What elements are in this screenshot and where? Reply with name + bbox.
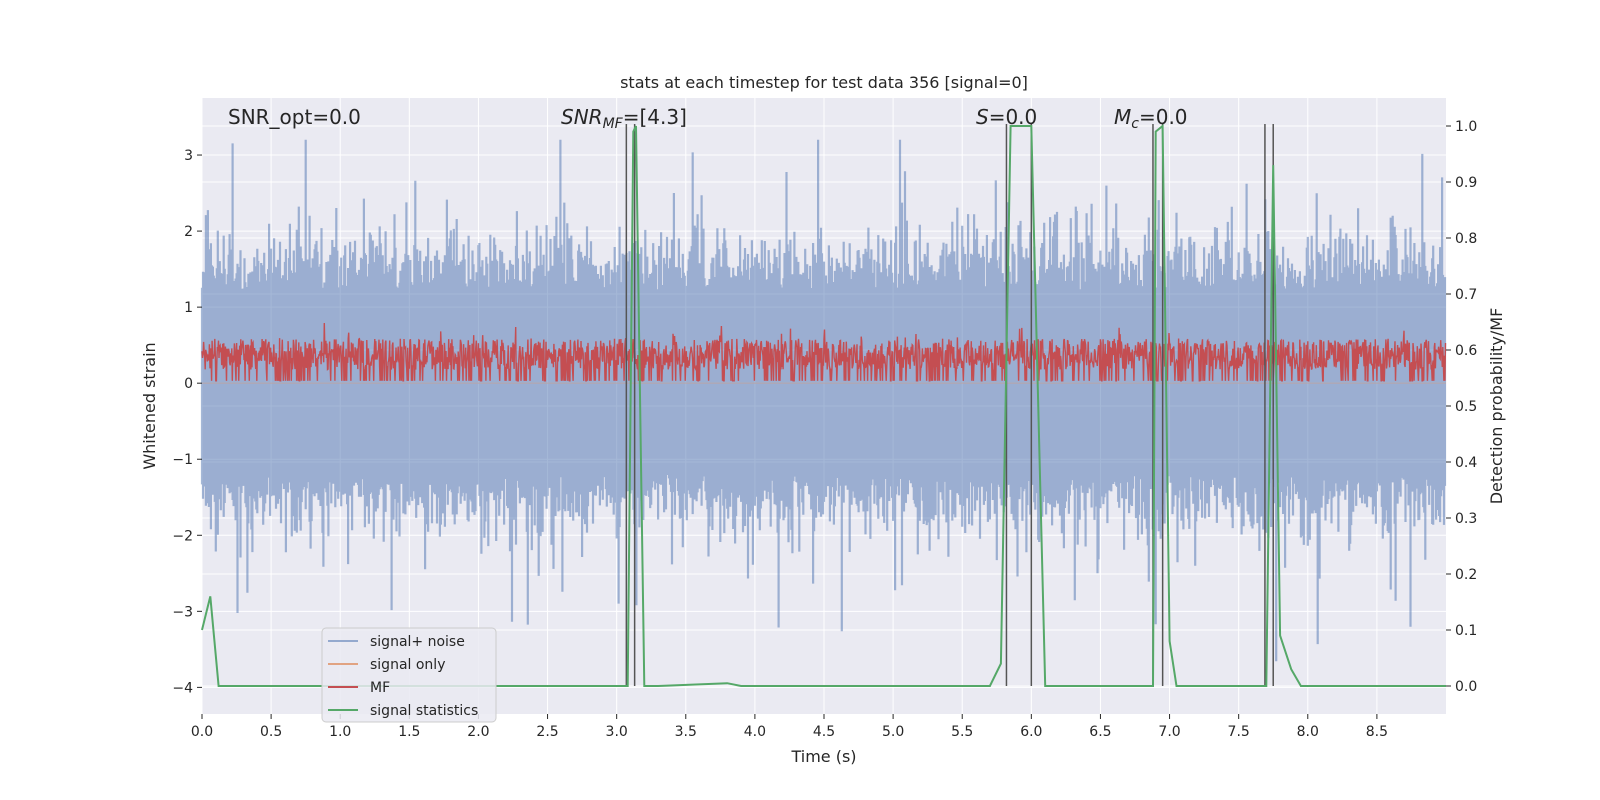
series-signal-statistics bbox=[201, 123, 1446, 687]
x-tick-label: 1.5 bbox=[398, 724, 420, 740]
x-axis-label: Time (s) bbox=[790, 747, 856, 766]
y2-tick-label: 0.8 bbox=[1455, 231, 1477, 247]
y-tick-label: 1 bbox=[184, 300, 193, 316]
annotation-s: S=0.0 bbox=[976, 105, 1037, 129]
y2-tick-label: 0.0 bbox=[1455, 679, 1477, 695]
y-tick-label: −1 bbox=[172, 452, 193, 468]
mf-trace bbox=[201, 322, 1447, 382]
x-tick-label: 5.5 bbox=[951, 724, 973, 740]
x-tick-label: 0.5 bbox=[260, 724, 282, 740]
y-tick-label: −3 bbox=[172, 604, 193, 620]
y-tick-label: 3 bbox=[184, 148, 193, 164]
annotation-snr-opt: SNR_opt=0.0 bbox=[228, 105, 361, 129]
x-tick-label: 2.0 bbox=[467, 724, 489, 740]
x-tick-label: 3.0 bbox=[606, 724, 628, 740]
legend-label-signal-statistics: signal statistics bbox=[370, 703, 478, 719]
y2-tick-label: 0.4 bbox=[1455, 455, 1477, 471]
s-value: =0.0 bbox=[989, 105, 1038, 129]
y-axis-label: Whitened strain bbox=[140, 342, 159, 469]
y-tick-label: −4 bbox=[172, 680, 193, 696]
x-tick-label: 7.0 bbox=[1158, 724, 1180, 740]
x-tick-label: 4.5 bbox=[813, 724, 835, 740]
mc-subscript: c bbox=[1131, 116, 1139, 132]
mc-value: =0.0 bbox=[1139, 105, 1188, 129]
x-tick-label: 8.5 bbox=[1366, 724, 1388, 740]
y2-tick-label: 0.5 bbox=[1455, 399, 1477, 415]
annotation-mc: Mc=0.0 bbox=[1114, 105, 1188, 132]
legend-box bbox=[321, 627, 497, 723]
x-tick-label: 3.5 bbox=[675, 724, 697, 740]
chart-title: stats at each timestep for test data 356… bbox=[620, 73, 1028, 92]
legend: signal+ noise signal only MF signal stat… bbox=[321, 627, 497, 723]
x-tick-label: 2.5 bbox=[536, 724, 558, 740]
axes: 0.0 0.5 1.0 1.5 2.0 2.5 3.0 3.5 4.0 4.5 5.0 5.5 6.0 6… bbox=[172, 119, 1477, 740]
y-tick-label: 2 bbox=[184, 224, 193, 240]
x-tick-label: 6.0 bbox=[1020, 724, 1042, 740]
y2-tick-label: 0.2 bbox=[1455, 567, 1477, 583]
y2-tick-label: 1.0 bbox=[1455, 119, 1477, 135]
mc-main: M bbox=[1114, 105, 1131, 129]
x-tick-label: 0.0 bbox=[191, 724, 213, 740]
x-tick-label: 4.0 bbox=[744, 724, 766, 740]
x-tick-label: 7.5 bbox=[1228, 724, 1250, 740]
y2-tick-label: 0.6 bbox=[1455, 343, 1477, 359]
legend-label-mf: MF bbox=[370, 680, 390, 696]
signal-statistics-trace bbox=[201, 123, 1446, 687]
y-tick-label: −2 bbox=[172, 528, 193, 544]
s-label: S bbox=[976, 105, 989, 129]
x-tick-label: 1.0 bbox=[329, 724, 351, 740]
x-tick-label: 6.5 bbox=[1089, 724, 1111, 740]
y2-tick-label: 0.1 bbox=[1455, 623, 1477, 639]
legend-label-noise: signal+ noise bbox=[370, 634, 465, 650]
snr-mf-main: SNR bbox=[561, 105, 603, 129]
snr-mf-subscript: MF bbox=[603, 116, 624, 132]
series-mf bbox=[201, 322, 1447, 382]
y2-tick-label: 0.9 bbox=[1455, 175, 1477, 191]
x-tick-label: 5.0 bbox=[882, 724, 904, 740]
y-tick-label: 0 bbox=[184, 376, 193, 392]
y2-tick-label: 0.3 bbox=[1455, 511, 1477, 527]
y2-axis-label: Detection probability/MF bbox=[1487, 308, 1506, 505]
legend-label-signal-only: signal only bbox=[370, 657, 445, 673]
y2-tick-label: 0.7 bbox=[1455, 287, 1477, 303]
x-tick-label: 8.0 bbox=[1297, 724, 1319, 740]
annotation-snr-mf: SNRMF=[4.3] bbox=[561, 105, 687, 132]
snr-mf-value: =[4.3] bbox=[623, 105, 687, 129]
